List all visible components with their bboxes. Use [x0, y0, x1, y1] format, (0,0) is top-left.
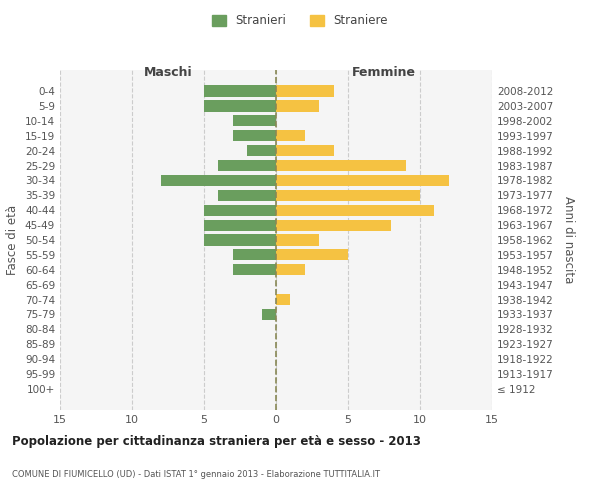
Text: COMUNE DI FIUMICELLO (UD) - Dati ISTAT 1° gennaio 2013 - Elaborazione TUTTITALIA: COMUNE DI FIUMICELLO (UD) - Dati ISTAT 1… — [12, 470, 380, 479]
Bar — [276, 234, 319, 246]
Bar — [276, 204, 434, 216]
Bar — [204, 234, 276, 246]
Bar — [276, 175, 449, 186]
Bar — [204, 204, 276, 216]
Bar — [204, 86, 276, 96]
Bar — [262, 309, 276, 320]
Bar — [276, 130, 305, 141]
Bar — [233, 250, 276, 260]
Bar — [218, 190, 276, 201]
Bar — [276, 294, 290, 305]
Bar — [276, 160, 406, 171]
Y-axis label: Fasce di età: Fasce di età — [7, 205, 19, 275]
Bar — [204, 100, 276, 112]
Bar — [233, 264, 276, 276]
Text: Femmine: Femmine — [352, 66, 416, 79]
Text: Popolazione per cittadinanza straniera per età e sesso - 2013: Popolazione per cittadinanza straniera p… — [12, 435, 421, 448]
Bar — [276, 100, 319, 112]
Bar — [276, 220, 391, 230]
Bar — [247, 145, 276, 156]
Bar — [218, 160, 276, 171]
Legend: Stranieri, Straniere: Stranieri, Straniere — [208, 11, 392, 31]
Bar — [276, 264, 305, 276]
Bar — [233, 115, 276, 126]
Bar — [233, 130, 276, 141]
Bar — [204, 220, 276, 230]
Bar — [276, 145, 334, 156]
Bar — [276, 86, 334, 96]
Bar — [276, 190, 420, 201]
Y-axis label: Anni di nascita: Anni di nascita — [562, 196, 575, 284]
Text: Maschi: Maschi — [143, 66, 193, 79]
Bar — [276, 250, 348, 260]
Bar — [161, 175, 276, 186]
